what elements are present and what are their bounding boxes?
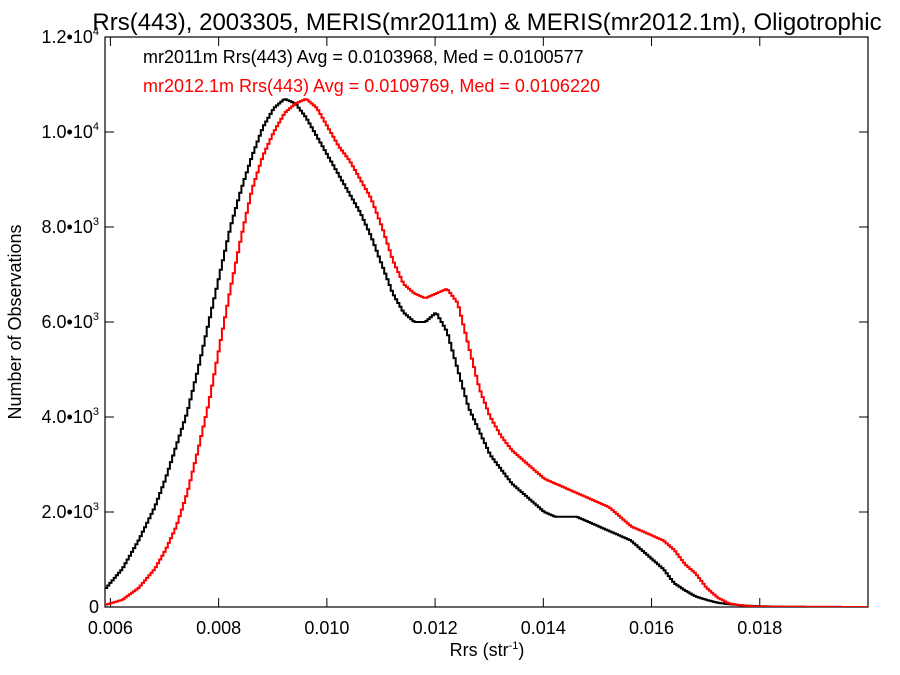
x-tick-label: 0.006 <box>88 618 133 638</box>
x-axis-label-superscript: -1 <box>509 640 519 652</box>
series-layer <box>105 98 868 607</box>
y-tick-label-exponent: 4 <box>93 26 99 38</box>
y-tick-label-mantissa: 8.0•10 <box>42 217 93 237</box>
y-tick-label-exponent: 3 <box>93 216 99 228</box>
x-tick-label: 0.016 <box>629 618 674 638</box>
y-tick-label: 1.2•104 <box>42 26 99 47</box>
y-tick-label-mantissa: 6.0•10 <box>42 312 93 332</box>
x-axis-ticks: 0.006 0.008 0.010 0.012 0.014 0.016 0.018 <box>88 37 782 638</box>
y-tick-label-exponent: 3 <box>93 501 99 513</box>
y-tick-label-exponent: 3 <box>93 406 99 418</box>
series-1-line <box>105 98 868 607</box>
x-axis-label-close: ) <box>518 640 524 660</box>
y-tick-label-mantissa: 1.2•10 <box>42 27 93 47</box>
y-tick-label: 6.0•103 <box>42 311 99 332</box>
x-tick-label: 0.008 <box>196 618 241 638</box>
chart-title: Rrs(443), 2003305, MERIS(mr2011m) & MERI… <box>92 9 881 36</box>
x-tick-label: 0.012 <box>413 618 458 638</box>
x-axis-label: Rrs (str-1) <box>450 640 525 660</box>
y-tick-label: 4.0•103 <box>42 406 99 427</box>
y-tick-label-exponent: 3 <box>93 311 99 323</box>
x-axis-label-main: Rrs (str <box>450 640 509 660</box>
series-2-line <box>105 98 868 607</box>
series-1-annotation: mr2011m Rrs(443) Avg = 0.0103968, Med = … <box>143 47 584 67</box>
y-tick-label: 0 <box>89 597 99 617</box>
y-tick-label-exponent: 4 <box>93 121 99 133</box>
y-axis-ticks: 02.0•1034.0•1036.0•1038.0•1031.0•1041.2•… <box>42 26 868 617</box>
y-tick-label-mantissa: 2.0•10 <box>42 502 93 522</box>
y-tick-label-mantissa: 0 <box>89 597 99 617</box>
x-tick-label: 0.018 <box>737 618 782 638</box>
y-tick-label-mantissa: 1.0•10 <box>42 122 93 142</box>
y-axis-label: Number of Observations <box>5 224 25 419</box>
x-tick-label: 0.010 <box>304 618 349 638</box>
y-tick-label: 1.0•104 <box>42 121 99 142</box>
series-2-annotation: mr2012.1m Rrs(443) Avg = 0.0109769, Med … <box>143 76 600 96</box>
y-tick-label: 8.0•103 <box>42 216 99 237</box>
y-tick-label-mantissa: 4.0•10 <box>42 407 93 427</box>
x-tick-label: 0.014 <box>521 618 566 638</box>
y-tick-label: 2.0•103 <box>42 501 99 522</box>
